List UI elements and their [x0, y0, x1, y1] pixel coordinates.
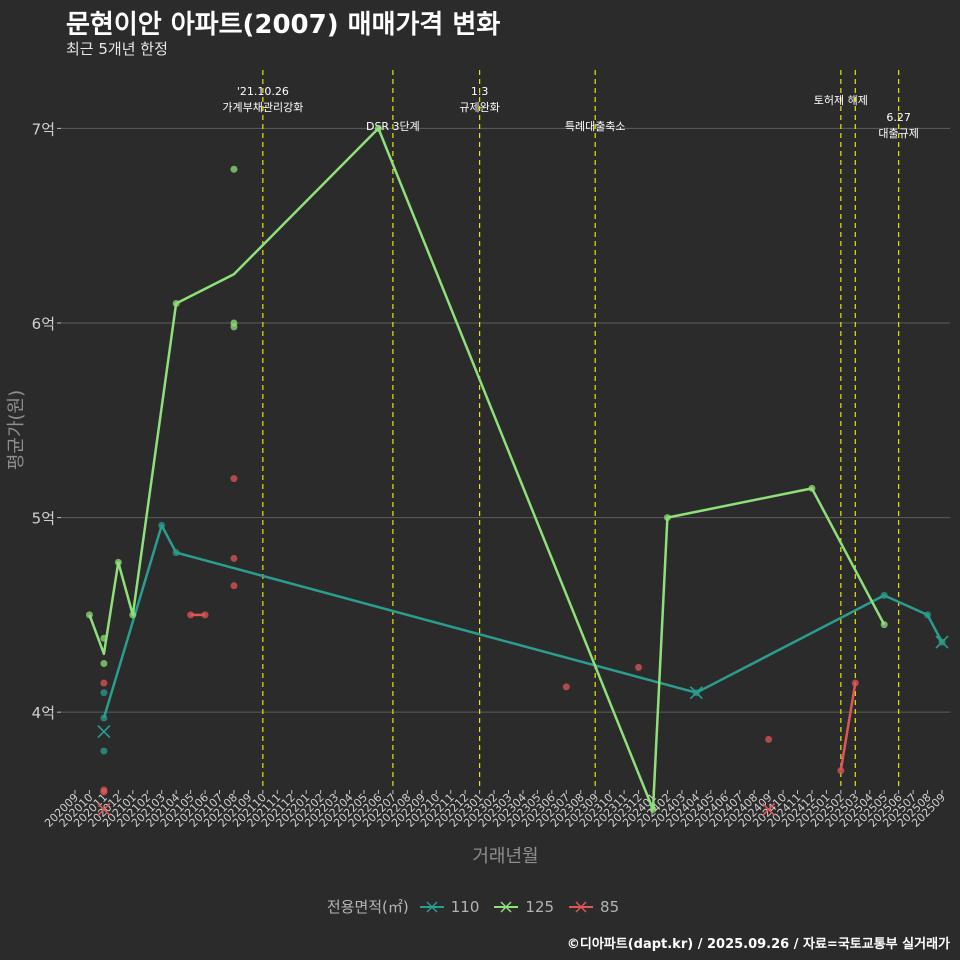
data-point-85 — [562, 683, 570, 691]
data-point-85 — [851, 679, 859, 687]
series-line-125 — [88, 127, 886, 811]
legend-label-85: 85 — [600, 897, 620, 916]
event-label: 6.27 — [886, 111, 911, 124]
legend-key-125-icon — [494, 900, 519, 913]
data-point-110 — [100, 747, 108, 755]
event-label: 1.3 — [471, 85, 489, 98]
legend-key-85-icon — [569, 900, 594, 913]
y-tick-label: 7억 — [32, 120, 55, 138]
cross-marker-85 — [762, 802, 776, 817]
event-label: 대출규제 — [878, 127, 918, 140]
legend-label-125: 125 — [525, 897, 555, 916]
data-point-85 — [201, 611, 209, 619]
data-point-85 — [100, 679, 108, 687]
y-tick-label: 6억 — [32, 315, 55, 333]
legend-item-125: 125 — [493, 898, 554, 916]
event-label: 가계부채관리강화 — [222, 101, 303, 114]
y-tick-label: 5억 — [32, 510, 55, 528]
y-tick-label: 4억 — [32, 704, 55, 722]
data-point-85 — [230, 475, 238, 483]
legend: 전용면적(㎡) 110 125 85 — [0, 896, 960, 917]
chart-title: 문현이안 아파트(2007) 매매가격 변화 — [66, 10, 501, 40]
data-point-125 — [230, 165, 238, 173]
data-point-85 — [230, 582, 238, 590]
legend-item-110: 110 — [419, 897, 480, 916]
event-label: 토허제 해제 — [814, 93, 868, 107]
legend-key-110-icon — [419, 900, 444, 913]
legend-title: 전용면적(㎡) — [326, 898, 409, 916]
legend-label-110: 110 — [450, 897, 480, 916]
source-caption: ©디아파트(dapt.kr) / 2025.09.26 / 자료=국토교통부 실… — [566, 937, 950, 952]
series-line-110 — [102, 524, 944, 719]
data-point-85 — [100, 788, 108, 796]
data-point-85 — [837, 767, 845, 775]
event-label: '21.10.26 — [237, 85, 289, 98]
event-label: 특례대출축소 — [565, 120, 626, 133]
series-line-85 — [839, 682, 857, 771]
y-axis-title: 평균가(원) — [6, 390, 27, 470]
data-point-125 — [230, 323, 238, 331]
data-point-110 — [100, 689, 108, 697]
data-point-125 — [100, 660, 108, 668]
x-axis-title: 거래년월 — [472, 846, 538, 867]
cross-marker-85 — [97, 802, 111, 817]
data-point-85 — [765, 735, 773, 743]
data-point-85 — [635, 663, 643, 671]
legend-item-85: 85 — [568, 898, 619, 916]
cross-marker-110 — [935, 635, 949, 649]
cross-marker-110 — [97, 725, 111, 739]
chart-subtitle: 최근 5개년 한정 — [66, 40, 168, 58]
event-label: 규제완화 — [459, 101, 499, 114]
data-point-85 — [230, 554, 238, 562]
cross-marker-110 — [689, 686, 703, 700]
